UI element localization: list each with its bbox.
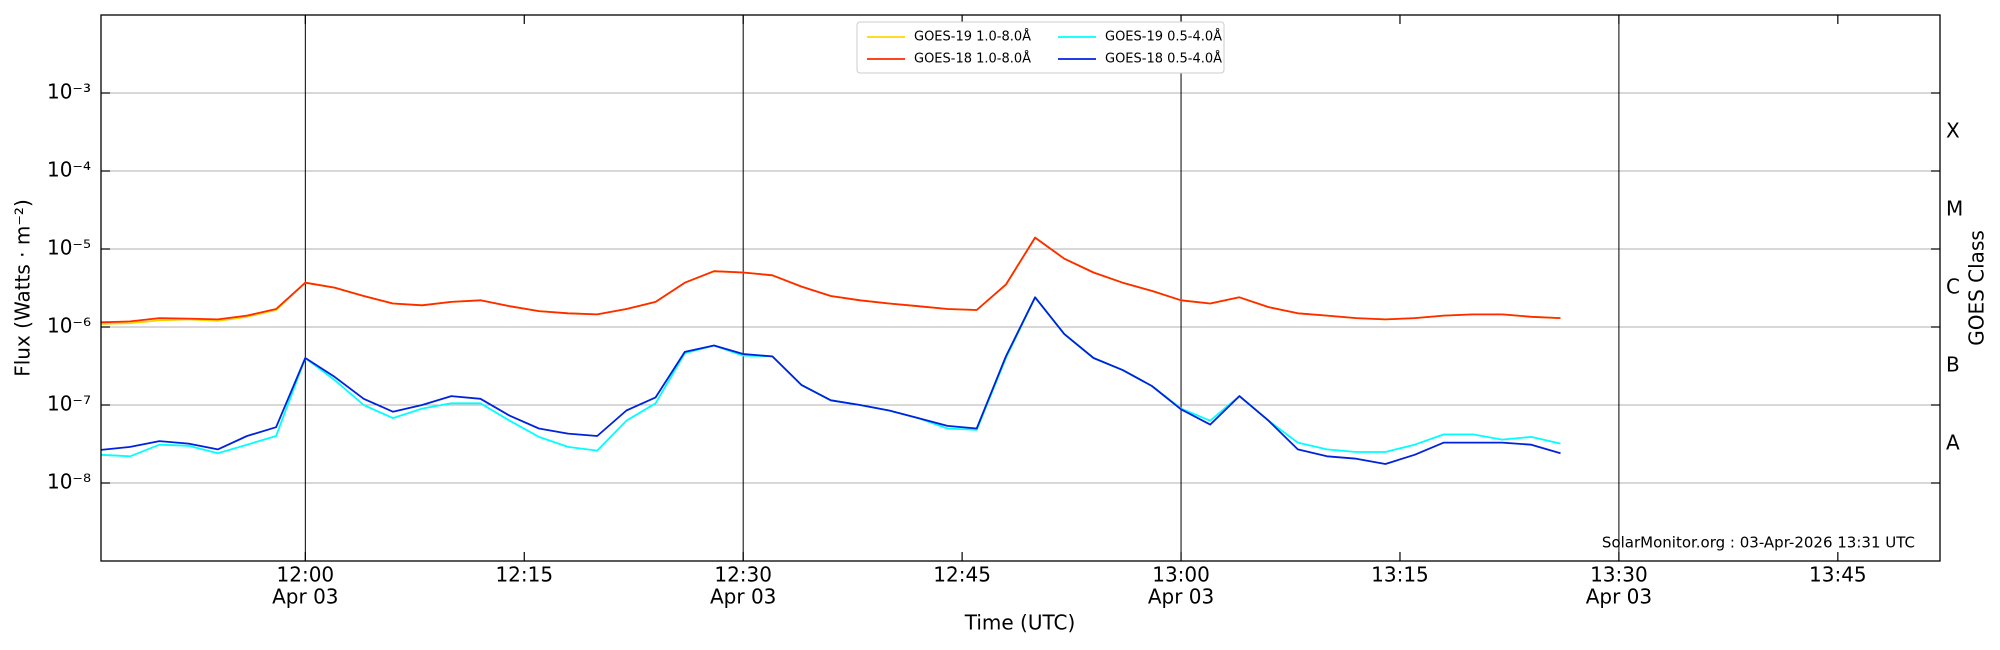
x-tick-date: Apr 03: [1148, 585, 1214, 609]
legend-label: GOES-18 1.0-8.0Å: [914, 51, 1031, 67]
x-tick-label: 13:45: [1809, 563, 1867, 587]
x-tick-label: 13:15: [1371, 563, 1429, 587]
y-tick-label: 10⁻⁷: [47, 392, 91, 416]
y2-tick-label: B: [1946, 353, 1960, 377]
plot-frame: [100, 14, 1941, 562]
y2-tick-label: M: [1946, 197, 1963, 221]
y-tick-label: 10⁻³: [47, 80, 91, 104]
annotation: SolarMonitor.org : 03-Apr-2026 13:31 UTC: [1602, 534, 1915, 552]
y-tick-label: 10⁻⁶: [47, 314, 91, 338]
x-tick-date: Apr 03: [272, 585, 338, 609]
legend-label: GOES-19 0.5-4.0Å: [1105, 29, 1222, 45]
y2-tick-label: A: [1946, 431, 1960, 455]
y2-tick-label: X: [1946, 119, 1960, 143]
x-tick-label: 12:30: [714, 563, 772, 587]
x-tick-label: 12:15: [495, 563, 553, 587]
x-tick-date: Apr 03: [710, 585, 776, 609]
y-tick-label: 10⁻⁸: [47, 470, 91, 494]
x-axis-label: Time (UTC): [964, 611, 1076, 635]
legend-box: [856, 21, 1225, 74]
y2-tick-label: C: [1946, 275, 1960, 299]
x-tick-date: Apr 03: [1586, 585, 1652, 609]
x-tick-label: 13:30: [1590, 563, 1648, 587]
legend-label: GOES-19 1.0-8.0Å: [914, 29, 1031, 45]
series-line: [100, 236, 1561, 324]
x-tick-label: 13:00: [1152, 563, 1210, 587]
y-tick-label: 10⁻⁴: [47, 158, 91, 182]
series-line: [100, 296, 1561, 465]
y-axis-label: Flux (Watts · m⁻²): [11, 199, 35, 377]
x-tick-label: 12:45: [933, 563, 991, 587]
y-tick-label: 10⁻⁵: [47, 236, 91, 260]
y2-axis-label: GOES Class: [1965, 230, 1989, 346]
x-tick-label: 12:00: [277, 563, 335, 587]
legend: GOES-19 1.0-8.0Å GOES-18 1.0-8.0Å GOES-19 …: [856, 21, 1225, 74]
legend-label: GOES-18 0.5-4.0Å: [1105, 51, 1222, 67]
